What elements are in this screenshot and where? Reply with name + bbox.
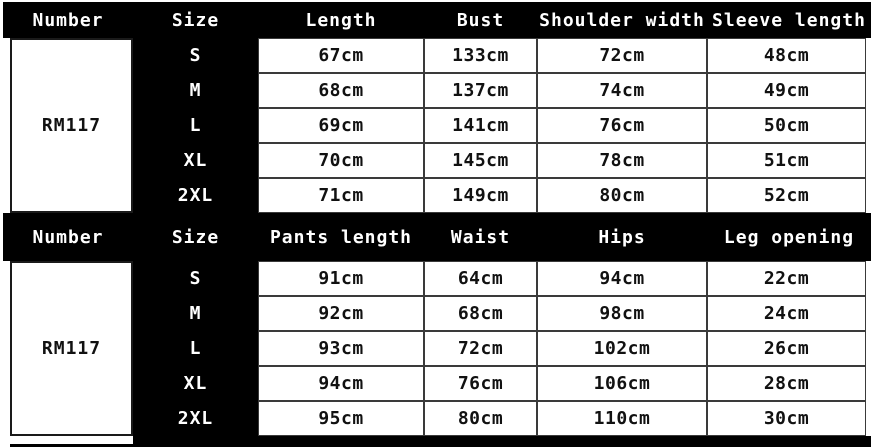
table-bottom-margin: [3, 436, 871, 447]
data-cell: 93cm: [258, 331, 424, 366]
data-cell: 69cm: [258, 108, 424, 143]
data-cell: 68cm: [258, 73, 424, 108]
data-cell: 51cm: [707, 143, 866, 178]
data-cell: 70cm: [258, 143, 424, 178]
column-header-bust: Bust: [424, 2, 537, 38]
data-cell: 30cm: [707, 401, 866, 436]
column-header-leg-opening: Leg opening: [707, 213, 871, 261]
size-cell: 2XL: [133, 178, 258, 213]
data-cell: 48cm: [707, 38, 866, 73]
data-cell: 49cm: [707, 73, 866, 108]
data-cell: 76cm: [537, 108, 707, 143]
data-cell: 74cm: [537, 73, 707, 108]
column-header-number: Number: [3, 213, 133, 261]
data-cell: 76cm: [424, 366, 537, 401]
data-cell: 92cm: [258, 296, 424, 331]
data-cell: 52cm: [707, 178, 866, 213]
data-cell: 98cm: [537, 296, 707, 331]
size-cell: 2XL: [133, 401, 258, 436]
data-cell: 50cm: [707, 108, 866, 143]
column-header-size: Size: [133, 213, 258, 261]
size-cell: S: [133, 38, 258, 73]
number-cell: RM117: [10, 38, 133, 213]
data-cell: 80cm: [537, 178, 707, 213]
size-cell: L: [133, 108, 258, 143]
data-cell: 94cm: [537, 261, 707, 296]
column-header-waist: Waist: [424, 213, 537, 261]
number-cell: RM117: [10, 261, 133, 436]
pants-size-table: Number Size Pants length Waist Hips Leg …: [3, 213, 871, 436]
data-cell: 110cm: [537, 401, 707, 436]
shirt-size-table: Number Size Length Bust Shoulder width S…: [3, 2, 871, 213]
column-header-length: Length: [258, 2, 424, 38]
table-bottom-line: [10, 444, 871, 447]
size-cell: XL: [133, 143, 258, 178]
data-cell: 95cm: [258, 401, 424, 436]
data-cell: 72cm: [537, 38, 707, 73]
column-header-pants-length: Pants length: [258, 213, 424, 261]
data-cell: 106cm: [537, 366, 707, 401]
column-header-hips: Hips: [537, 213, 707, 261]
data-cell: 64cm: [424, 261, 537, 296]
data-cell: 22cm: [707, 261, 866, 296]
size-cell: M: [133, 296, 258, 331]
table-bottom-border: [133, 436, 871, 447]
data-cell: 71cm: [258, 178, 424, 213]
column-header-shoulder-width: Shoulder width: [537, 2, 707, 38]
data-cell: 149cm: [424, 178, 537, 213]
data-cell: 91cm: [258, 261, 424, 296]
data-cell: 145cm: [424, 143, 537, 178]
size-cell: S: [133, 261, 258, 296]
column-header-size: Size: [133, 2, 258, 38]
data-cell: 72cm: [424, 331, 537, 366]
size-cell: M: [133, 73, 258, 108]
data-cell: 94cm: [258, 366, 424, 401]
data-cell: 67cm: [258, 38, 424, 73]
data-cell: 80cm: [424, 401, 537, 436]
column-header-sleeve-length: Sleeve length: [707, 2, 871, 38]
data-cell: 26cm: [707, 331, 866, 366]
data-cell: 24cm: [707, 296, 866, 331]
data-cell: 137cm: [424, 73, 537, 108]
data-cell: 141cm: [424, 108, 537, 143]
data-cell: 78cm: [537, 143, 707, 178]
data-cell: 68cm: [424, 296, 537, 331]
size-cell: XL: [133, 366, 258, 401]
data-cell: 28cm: [707, 366, 866, 401]
column-header-number: Number: [3, 2, 133, 38]
data-cell: 102cm: [537, 331, 707, 366]
data-cell: 133cm: [424, 38, 537, 73]
size-cell: L: [133, 331, 258, 366]
